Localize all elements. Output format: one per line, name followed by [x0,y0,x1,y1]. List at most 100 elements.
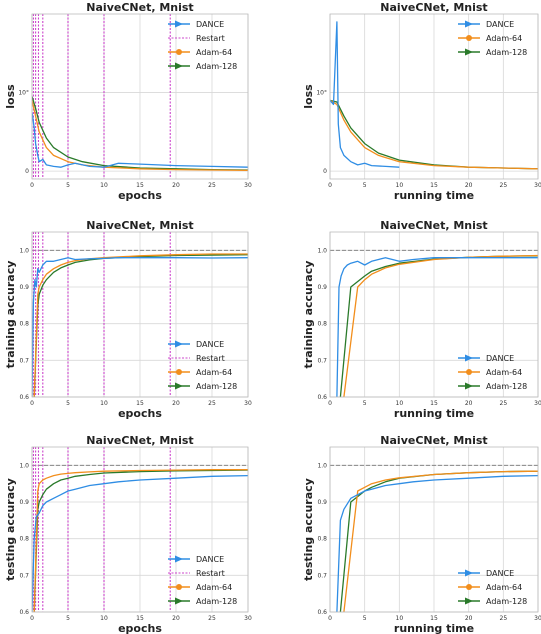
chart-panel-4: 0 5 10 15 20 25 30 0.6 0.7 0.8 0.9 1.0 NaiveCNet, Mn… [302,219,541,420]
y-tick-label: 1.0 [317,247,327,254]
x-tick-label: 0 [30,400,34,407]
y-tick-label: 10° [18,90,29,97]
legend-label: Restart [196,34,225,43]
plot-frame [31,446,249,613]
plot-frame [31,231,249,398]
triangle-marker-icon [465,20,473,28]
x-tick-label: 0 [30,615,34,622]
legend-label: Adam-64 [486,34,522,43]
legend-item-adam-64: Adam-64 [168,368,232,377]
plot-frame [31,13,249,180]
series-line-adam-64 [343,470,538,612]
x-axis-label: running time [394,189,474,202]
series-line-dance [32,257,248,397]
legend-item-adam-64: Adam-64 [458,368,522,377]
series-line-adam-64 [330,99,538,170]
chart-panel-3: 0 5 10 15 20 25 30 0.6 0.7 0.8 0.9 1.0 NaiveCNet, Mn… [4,219,252,420]
circle-marker-icon [466,369,472,375]
legend-item-adam-64: Adam-64 [168,48,232,57]
x-tick-label: 30 [244,615,252,622]
x-tick-label: 5 [363,615,367,622]
series-group [32,469,248,612]
x-tick-label: 15 [430,400,438,407]
x-tick-label: 10 [396,182,404,189]
x-tick-label: 25 [208,182,216,189]
y-axis-label: training accuracy [302,261,315,369]
legend-item-dance: DANCE [458,354,514,363]
series-line-dance [330,21,400,168]
x-axis-label: epochs [118,622,162,634]
y-tick-label: 0.8 [317,321,327,328]
x-tick-label: 20 [465,615,473,622]
x-tick-label: 0 [328,182,332,189]
plot-frame [329,13,539,180]
x-tick-label: 30 [534,182,541,189]
series-line-dance [32,112,248,168]
legend-label: Adam-64 [486,583,522,592]
x-axis-label: epochs [118,189,162,202]
chart-title: NaiveCNet, Mnist [380,219,487,232]
y-axis-label: loss [302,84,315,109]
legend-label: Adam-128 [486,48,527,57]
chart-panel-1: 0 5 10 15 20 25 30 0 10° NaiveCNet, Mnist epochs lo… [4,1,252,202]
chart-title: NaiveCNet, Mnist [380,1,487,14]
triangle-marker-icon [465,569,473,577]
legend-label: DANCE [196,20,224,29]
y-tick-label: 1.0 [317,462,327,469]
x-tick-label: 15 [136,615,144,622]
y-tick-label: 0.9 [317,499,327,506]
x-tick-label: 25 [500,400,508,407]
plot-frame [329,446,539,613]
legend-label: Restart [196,569,225,578]
x-tick-label: 30 [244,400,252,407]
series-line-adam-64 [33,469,248,612]
y-tick-label: 0 [323,168,327,175]
x-tick-label: 20 [465,182,473,189]
y-tick-label: 0.9 [19,499,29,506]
y-tick-label: 1.0 [19,462,29,469]
circle-marker-icon [176,49,182,55]
series-group [32,96,248,172]
legend-label: Adam-128 [196,62,237,71]
y-axis-label: loss [4,84,17,109]
y-tick-label: 0.7 [317,572,327,579]
triangle-marker-icon [465,48,473,56]
x-tick-label: 0 [30,182,34,189]
legend: DANCE Adam-64 Adam-128 [458,569,527,606]
circle-marker-icon [176,369,182,375]
legend-item-adam-128: Adam-128 [168,62,237,71]
y-tick-label: 0.7 [317,357,327,364]
y-tick-label: 1.0 [19,247,29,254]
legend-label: Adam-128 [486,382,527,391]
legend-item-adam-64: Adam-64 [168,583,232,592]
y-tick-label: 0.8 [19,536,29,543]
y-tick-label: 0.8 [317,536,327,543]
x-tick-label: 25 [208,400,216,407]
legend-label: Adam-128 [196,597,237,606]
y-tick-label: 0.6 [317,394,327,401]
legend: DANCE Adam-64 Adam-128 [458,354,527,391]
x-tick-label: 20 [172,182,180,189]
x-tick-label: 20 [172,400,180,407]
series-line-dance [336,257,538,397]
x-tick-label: 5 [66,400,70,407]
x-tick-label: 15 [430,615,438,622]
x-tick-label: 10 [100,400,108,407]
series-group [336,254,538,397]
legend-label: Adam-64 [196,48,232,57]
x-tick-label: 15 [430,182,438,189]
triangle-marker-icon [175,62,183,70]
x-tick-label: 20 [465,400,473,407]
legend-item-adam-128: Adam-128 [168,382,237,391]
series-line-dance [32,474,248,612]
x-tick-label: 0 [328,615,332,622]
legend-label: Adam-128 [486,597,527,606]
x-tick-label: 25 [500,615,508,622]
legend-item-dance: DANCE [168,20,224,29]
chart-panel-2: 0 5 10 15 20 25 30 0 10° NaiveCNet, Mnist running … [302,1,541,202]
x-tick-label: 10 [100,182,108,189]
legend-label: DANCE [196,555,224,564]
series-line-adam-64 [33,253,248,397]
series-line-dance [336,474,538,612]
chart-title: NaiveCNet, Mnist [380,434,487,447]
